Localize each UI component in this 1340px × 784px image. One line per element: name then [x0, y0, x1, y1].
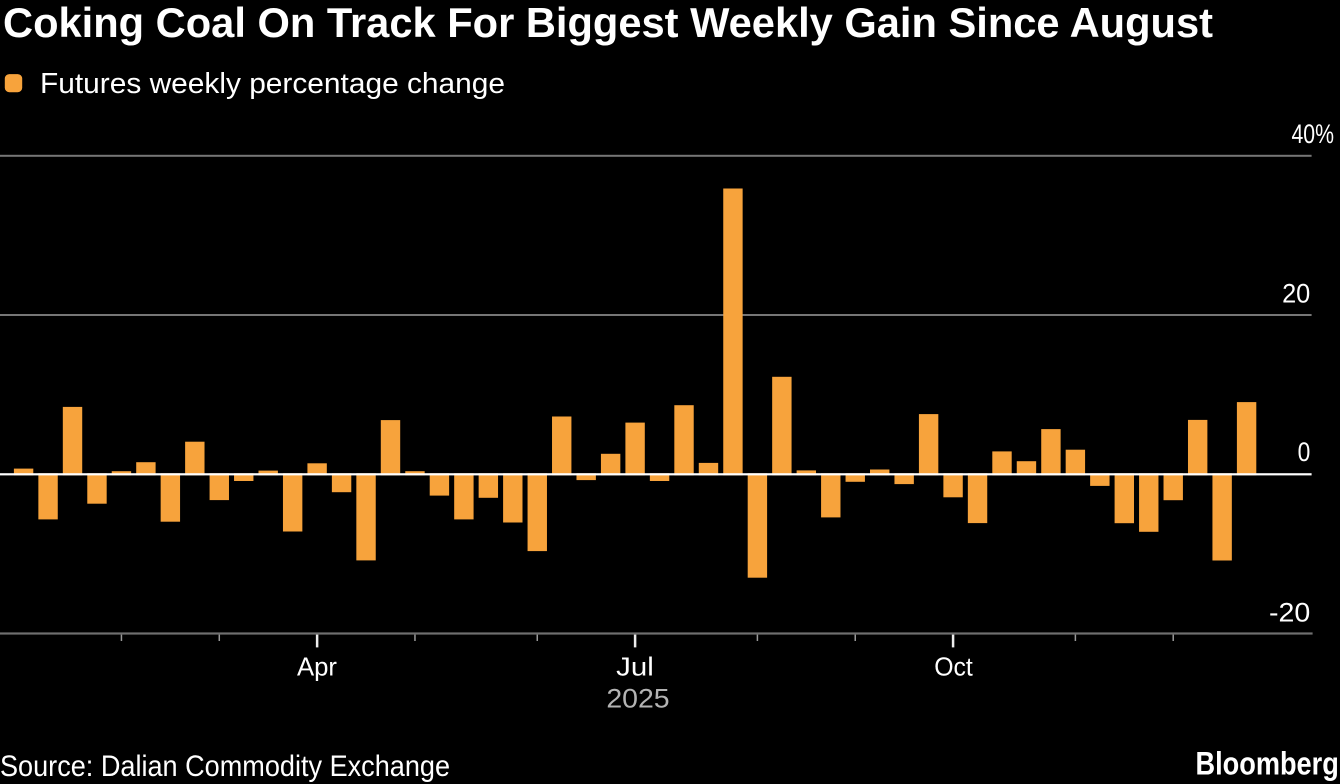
svg-text:20: 20	[1282, 279, 1310, 309]
svg-text:Apr: Apr	[297, 652, 337, 682]
svg-text:Coking Coal On Track For Bigge: Coking Coal On Track For Biggest Weekly …	[3, 0, 1213, 46]
svg-text:0: 0	[1298, 437, 1311, 467]
svg-text:40%: 40%	[1292, 119, 1335, 149]
svg-text:Futures weekly percentage chan: Futures weekly percentage change	[40, 68, 505, 100]
svg-text:2025: 2025	[606, 684, 669, 714]
svg-text:Oct: Oct	[934, 652, 973, 682]
svg-text:-20: -20	[1269, 598, 1310, 628]
svg-text:Source: Dalian Commodity Excha: Source: Dalian Commodity Exchange	[0, 750, 450, 783]
svg-text:Jul: Jul	[616, 652, 654, 682]
svg-text:Bloomberg: Bloomberg	[1196, 746, 1339, 782]
